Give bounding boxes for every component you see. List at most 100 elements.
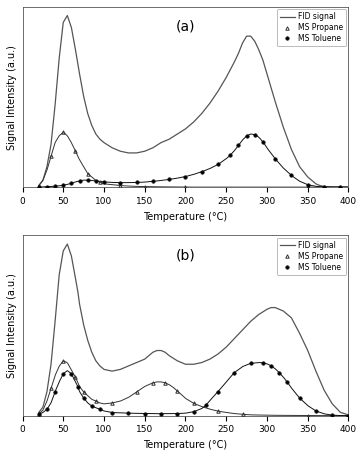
MS Toluene: [249, 361, 253, 366]
MS Toluene: [53, 183, 57, 189]
MS Toluene: [82, 395, 86, 401]
FID signal: [232, 59, 237, 64]
MS Propane: [118, 183, 122, 188]
MS Toluene: [76, 384, 80, 389]
MS Propane: [49, 386, 53, 391]
MS Toluene: [61, 182, 66, 188]
MS Propane: [73, 375, 78, 380]
MS Propane: [175, 388, 179, 394]
MS Toluene: [175, 411, 179, 416]
MS Toluene: [69, 181, 74, 186]
MS Propane: [82, 389, 86, 395]
MS Propane: [98, 180, 102, 185]
MS Toluene: [167, 177, 171, 182]
MS Toluene: [228, 152, 233, 158]
MS Toluene: [53, 389, 57, 394]
MS Toluene: [69, 371, 74, 377]
Line: MS Propane: MS Propane: [37, 359, 309, 417]
MS Toluene: [314, 408, 318, 414]
X-axis label: Temperature (°C): Temperature (°C): [143, 440, 228, 450]
Line: FID signal: FID signal: [39, 16, 348, 187]
MS Toluene: [126, 410, 131, 416]
MS Toluene: [134, 180, 139, 185]
MS Propane: [240, 412, 245, 417]
Line: MS Toluene: MS Toluene: [37, 361, 350, 417]
MS Toluene: [261, 139, 265, 144]
FID signal: [208, 356, 212, 362]
MS Toluene: [216, 389, 220, 394]
MS Toluene: [86, 177, 90, 183]
Y-axis label: Signal Intensity (a.u.): Signal Intensity (a.u.): [7, 273, 17, 378]
MS Toluene: [338, 184, 343, 190]
MS Toluene: [285, 379, 289, 385]
MS Toluene: [297, 395, 302, 401]
MS Propane: [305, 184, 310, 190]
MS Propane: [151, 380, 155, 386]
FID signal: [126, 150, 131, 156]
MS Toluene: [45, 184, 49, 190]
MS Toluene: [159, 411, 163, 416]
MS Toluene: [90, 404, 94, 409]
FID signal: [240, 40, 245, 46]
MS Toluene: [346, 413, 351, 418]
Line: FID signal: FID signal: [39, 244, 348, 415]
Y-axis label: Signal Intensity (a.u.): Signal Intensity (a.u.): [7, 45, 17, 149]
MS Toluene: [330, 412, 335, 418]
FID signal: [338, 184, 343, 190]
MS Toluene: [78, 178, 82, 184]
Text: (a): (a): [176, 20, 195, 33]
MS Toluene: [183, 174, 188, 179]
FID signal: [199, 111, 204, 116]
FID signal: [37, 183, 41, 188]
X-axis label: Temperature (°C): Temperature (°C): [143, 212, 228, 222]
MS Toluene: [232, 370, 237, 375]
MS Propane: [49, 154, 53, 159]
FID signal: [175, 131, 179, 137]
MS Propane: [216, 409, 220, 414]
FID signal: [65, 241, 70, 247]
MS Propane: [37, 183, 41, 188]
MS Propane: [163, 380, 167, 386]
MS Toluene: [110, 410, 114, 415]
MS Propane: [73, 149, 78, 154]
MS Toluene: [98, 407, 102, 412]
FID signal: [346, 412, 351, 418]
MS Propane: [191, 401, 196, 406]
MS Toluene: [191, 409, 196, 414]
MS Propane: [110, 400, 114, 406]
MS Toluene: [118, 180, 122, 186]
MS Toluene: [216, 162, 220, 167]
FID signal: [134, 360, 139, 365]
MS Propane: [134, 389, 139, 395]
MS Propane: [37, 411, 41, 417]
MS Toluene: [236, 143, 241, 148]
Legend: FID signal, MS Propane, MS Toluene: FID signal, MS Propane, MS Toluene: [277, 238, 346, 275]
MS Propane: [143, 184, 147, 189]
MS Toluene: [204, 403, 208, 408]
MS Toluene: [273, 156, 277, 161]
FID signal: [53, 102, 57, 107]
MS Toluene: [151, 179, 155, 184]
MS Propane: [183, 184, 188, 190]
MS Propane: [86, 171, 90, 176]
FID signal: [37, 409, 41, 415]
MS Toluene: [245, 133, 249, 138]
FID signal: [76, 289, 80, 295]
Legend: FID signal, MS Propane, MS Toluene: FID signal, MS Propane, MS Toluene: [277, 9, 346, 46]
FID signal: [346, 184, 351, 190]
MS Toluene: [277, 370, 281, 375]
MS Toluene: [253, 132, 257, 137]
FID signal: [240, 327, 245, 333]
MS Propane: [305, 413, 310, 418]
MS Toluene: [37, 411, 41, 417]
MS Propane: [94, 399, 98, 404]
Text: (b): (b): [175, 248, 195, 262]
MS Toluene: [143, 411, 147, 416]
MS Toluene: [261, 360, 265, 366]
MS Toluene: [61, 371, 66, 377]
MS Toluene: [269, 363, 273, 368]
MS Toluene: [322, 184, 326, 190]
Line: MS Toluene: MS Toluene: [37, 133, 342, 189]
MS Propane: [61, 358, 66, 364]
MS Toluene: [102, 179, 106, 185]
